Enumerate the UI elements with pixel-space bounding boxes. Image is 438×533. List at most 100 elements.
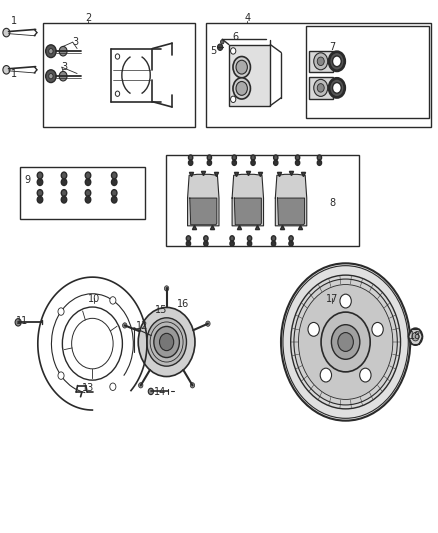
Circle shape [46,45,56,58]
Circle shape [115,91,120,96]
Circle shape [230,48,236,54]
Circle shape [61,196,67,203]
Circle shape [3,28,10,37]
Circle shape [232,160,237,165]
Circle shape [148,388,153,394]
Circle shape [232,155,237,160]
Text: 9: 9 [25,175,31,185]
Circle shape [314,53,328,70]
Circle shape [317,57,324,66]
Polygon shape [276,174,307,226]
Circle shape [111,172,117,179]
Circle shape [206,321,210,326]
Circle shape [338,333,353,351]
Circle shape [207,155,212,160]
Circle shape [207,160,212,165]
Bar [166,155,359,246]
Circle shape [164,286,169,291]
Circle shape [138,308,195,376]
Bar [43,23,195,127]
Circle shape [58,372,64,379]
Polygon shape [187,174,219,226]
Circle shape [159,333,174,351]
Circle shape [218,44,223,51]
Circle shape [340,294,351,308]
Circle shape [111,196,117,203]
Text: 17: 17 [325,294,338,304]
Circle shape [298,285,393,399]
Circle shape [317,155,321,160]
Circle shape [115,54,120,59]
Circle shape [110,297,116,304]
Text: 6: 6 [233,32,239,42]
Circle shape [289,236,293,241]
Circle shape [360,368,371,382]
Circle shape [320,368,332,382]
Text: 4: 4 [244,13,251,23]
Circle shape [85,196,91,203]
Circle shape [49,74,53,79]
Circle shape [61,179,67,185]
Circle shape [321,312,370,372]
Circle shape [37,172,43,179]
Circle shape [3,66,10,74]
Circle shape [308,322,319,336]
Circle shape [247,236,252,241]
Circle shape [188,160,193,165]
Circle shape [123,323,127,328]
Circle shape [220,40,224,44]
Text: 11: 11 [16,316,28,326]
Text: 3: 3 [72,37,78,47]
Text: 1: 1 [11,16,17,26]
Circle shape [294,279,397,405]
Circle shape [110,383,116,391]
Circle shape [412,333,419,341]
Polygon shape [234,198,261,225]
Circle shape [85,172,91,179]
Circle shape [186,241,191,246]
Circle shape [272,236,276,241]
Circle shape [274,160,278,165]
Bar [229,45,270,106]
Circle shape [296,160,300,165]
Text: 12: 12 [136,321,149,331]
Circle shape [251,160,255,165]
Text: 3: 3 [61,62,67,72]
Circle shape [289,241,293,246]
Text: 1: 1 [11,69,17,79]
Circle shape [332,325,360,359]
Circle shape [111,190,117,196]
Bar [206,23,431,127]
Circle shape [186,236,191,241]
Circle shape [204,236,208,241]
Polygon shape [232,174,264,226]
Circle shape [154,326,180,358]
Circle shape [233,56,251,78]
Circle shape [317,160,321,165]
Circle shape [329,52,345,71]
Circle shape [37,196,43,203]
Bar [308,77,332,99]
Text: 15: 15 [155,305,168,315]
Circle shape [317,84,324,92]
Polygon shape [190,198,217,225]
Bar [308,51,332,72]
Circle shape [233,78,251,99]
Circle shape [37,190,43,196]
Text: 7: 7 [329,43,336,52]
Circle shape [37,179,43,185]
Circle shape [230,241,234,246]
Circle shape [291,275,400,409]
Bar [306,26,429,118]
Bar [229,45,270,106]
Circle shape [251,155,255,160]
Circle shape [247,241,252,246]
Circle shape [138,383,143,388]
Circle shape [204,241,208,246]
Bar [20,166,145,219]
Circle shape [59,46,67,56]
Text: 16: 16 [177,298,189,309]
Text: 18: 18 [410,330,422,341]
Circle shape [111,179,117,185]
Circle shape [281,263,410,421]
